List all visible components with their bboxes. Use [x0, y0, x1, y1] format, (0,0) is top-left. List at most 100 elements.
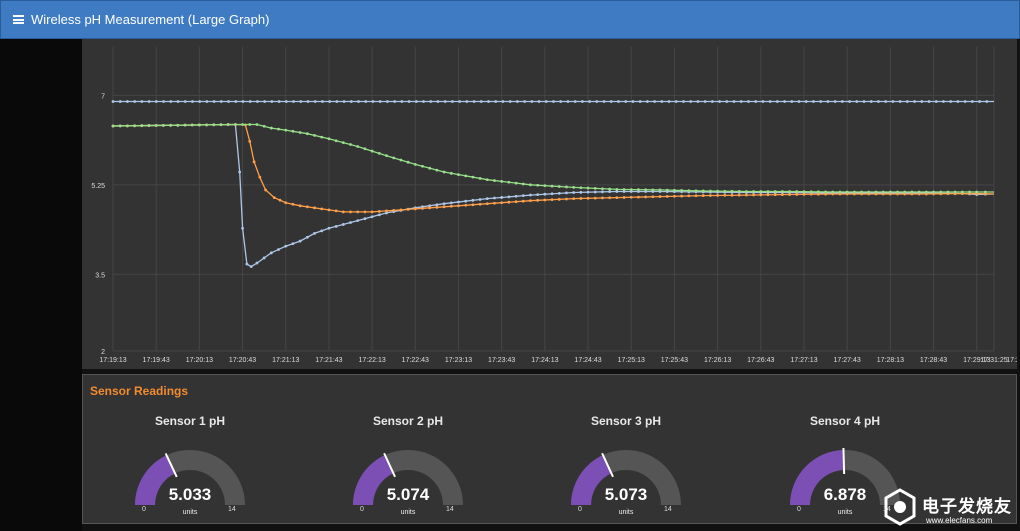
series-2-point: [521, 199, 525, 203]
series-3-point: [802, 190, 806, 194]
series-3-point: [766, 190, 770, 193]
gauge-sensor-1: Sensor 1 pH 5.033 units 0 14: [120, 413, 260, 523]
watermark-name: 电子发烧友: [922, 497, 1012, 516]
series-4-point: [949, 100, 953, 103]
series-2-point: [428, 206, 432, 210]
series-3-point: [924, 190, 928, 194]
series-4-point: [580, 100, 584, 103]
series-3-point: [622, 188, 626, 191]
series-1-point: [529, 193, 532, 197]
series-2-point: [593, 196, 597, 200]
series-2-point: [730, 193, 734, 197]
series-4-point: [378, 100, 382, 103]
series-4-point: [299, 100, 303, 103]
series-2-point: [264, 188, 267, 192]
series-3-point: [262, 124, 266, 128]
series-2-point: [629, 195, 633, 199]
series-4-point: [682, 100, 685, 103]
series-3-point: [644, 188, 648, 192]
gauge-max: 14: [228, 506, 236, 513]
series-1-point: [363, 217, 367, 221]
series-3-point: [709, 189, 712, 193]
series-3-point: [665, 188, 669, 192]
series-4-point: [429, 100, 433, 103]
series-2-point: [845, 192, 849, 196]
series-1-point: [543, 192, 547, 196]
series-2-point: [874, 192, 878, 196]
series-2-point: [752, 193, 755, 197]
series-3-point: [773, 190, 777, 193]
series-1-point: [255, 261, 259, 265]
series-2-point: [780, 193, 784, 197]
series-3-point: [730, 189, 734, 193]
series-4-point: [934, 100, 938, 103]
series-4-point: [407, 100, 411, 103]
series-1-point: [327, 226, 331, 230]
series-3-point: [125, 124, 129, 128]
series-1-point: [435, 203, 439, 207]
gauge-needle: [842, 447, 846, 475]
watermark-url: www.elecfans.com: [926, 516, 993, 525]
series-4-point: [833, 100, 837, 103]
series-2-point: [406, 207, 410, 211]
series-1-point: [557, 191, 561, 195]
series-1-point: [485, 197, 489, 201]
x-tick-label: 17:31:25: [980, 357, 1007, 364]
series-2-point: [278, 198, 282, 202]
gauge-dial: [353, 450, 463, 505]
series-2-point: [291, 202, 295, 206]
series-2-point: [701, 194, 705, 197]
series-4-point: [111, 100, 115, 103]
hamburger-menu-icon[interactable]: [13, 15, 24, 24]
series-2-point: [903, 192, 907, 196]
series-2-point: [514, 200, 518, 204]
series-2-point: [500, 201, 504, 205]
series-4-point: [371, 100, 375, 103]
series-4-point: [183, 100, 187, 103]
series-2-point: [313, 206, 316, 210]
series-4-point: [898, 100, 902, 103]
series-3-point: [205, 123, 208, 127]
x-tick-label: 17:26:13: [704, 357, 731, 364]
series-4-point: [963, 100, 967, 103]
series-2-point: [910, 192, 914, 196]
series-4-point: [905, 100, 909, 103]
series-4-point: [263, 100, 267, 103]
series-3-point: [888, 190, 892, 194]
series-1-point: [521, 194, 525, 198]
series-1-point: [377, 213, 381, 217]
series-3-point: [154, 124, 158, 127]
series-1-point: [370, 215, 374, 219]
series-3-point: [831, 190, 835, 194]
series-4-point: [436, 100, 440, 103]
gauge-fill: [135, 455, 176, 505]
series-3-point: [521, 182, 525, 186]
series-3-point: [399, 158, 403, 162]
series-2-point: [284, 201, 288, 205]
series-1-point: [608, 190, 612, 194]
series-4-point: [219, 100, 223, 103]
series-1-point: [493, 196, 496, 200]
series-3-point: [370, 149, 374, 153]
series-4-point: [624, 100, 628, 103]
series-4-point: [140, 100, 144, 103]
series-4-point: [689, 100, 693, 103]
series-2-point: [709, 194, 712, 197]
series-1-point: [514, 194, 518, 198]
gauge-value: 5.033: [168, 485, 212, 504]
series-4-point: [212, 100, 216, 103]
series-1-point: [277, 248, 280, 251]
x-tick-label: 17:26:43: [747, 357, 774, 364]
x-tick-label: 17:22:43: [402, 357, 429, 364]
series-3-point: [744, 190, 748, 193]
series-4-point: [913, 100, 916, 103]
series-2-point: [442, 205, 446, 209]
series-4-point: [804, 100, 808, 103]
top-bar: Wireless pH Measurement (Large Graph): [0, 0, 1020, 39]
series-4-point: [443, 100, 447, 103]
series-2-point: [385, 209, 388, 213]
series-3-point: [269, 126, 273, 130]
series-4-point: [797, 100, 801, 103]
series-2-point: [392, 208, 396, 212]
series-3-point: [593, 187, 597, 190]
